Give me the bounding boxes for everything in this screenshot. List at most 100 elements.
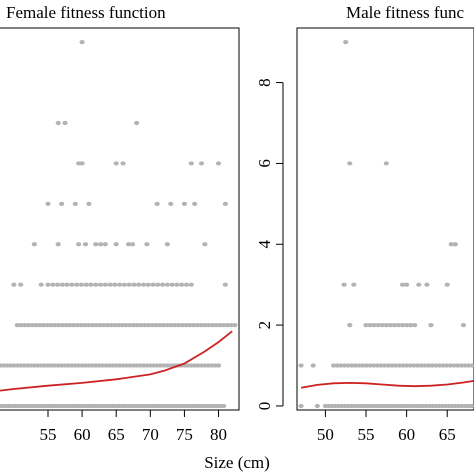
data-point [424,282,430,287]
data-point [379,323,385,328]
panel-title: Female fitness function [6,3,166,22]
data-point [198,161,205,166]
data-point [153,323,159,328]
data-point [399,323,406,328]
data-point [444,363,450,368]
data-point [150,282,156,287]
data-point [18,282,24,287]
data-point [408,323,414,328]
data-point [59,201,65,206]
data-point [448,242,454,247]
data-point [385,363,391,368]
data-point [404,363,410,368]
data-point [172,323,178,328]
data-point [215,161,222,166]
plot-marks [298,40,474,409]
data-point [179,282,185,287]
data-point [102,282,108,287]
data-point [62,120,68,126]
data-point [126,282,132,287]
data-point [117,282,123,287]
data-point [179,323,185,328]
data-point [382,363,388,368]
data-point [93,323,99,328]
data-point [69,282,75,287]
x-tick-label: 65 [439,425,456,444]
data-point [45,282,51,287]
data-point [345,363,351,368]
data-point [341,363,348,368]
data-point [119,323,125,328]
data-point [447,363,454,368]
data-point [391,323,398,328]
data-point [97,323,103,328]
data-point [134,323,140,328]
data-point [168,201,174,206]
x-tick-label: 70 [142,425,159,444]
data-point [123,323,129,328]
data-point [59,323,65,328]
data-point [367,323,373,328]
data-point [37,323,43,328]
data-point [161,323,167,328]
data-point [343,40,349,45]
x-tick-label: 65 [108,425,125,444]
data-point [48,323,54,328]
data-point [440,363,446,368]
data-point [100,323,107,328]
data-point [221,323,227,328]
data-point [347,323,353,328]
data-point [347,161,353,166]
data-point [334,363,340,368]
data-point [222,201,228,206]
data-point [194,323,200,328]
data-point [425,363,432,368]
data-point [31,242,37,247]
data-point [458,363,465,368]
data-point [198,323,204,328]
data-point [181,201,188,206]
data-point [433,363,439,368]
data-point [341,282,347,287]
data-point [11,282,17,287]
data-point [97,282,104,287]
data-point [121,282,127,287]
data-point [64,282,70,287]
data-point [52,323,58,328]
data-point [54,282,61,287]
data-point [469,363,474,368]
data-point [298,403,304,409]
data-point [416,282,422,287]
data-point [224,323,231,328]
data-point [93,282,99,287]
data-point [221,403,227,409]
data-point [67,323,73,328]
data-point [169,282,175,287]
data-point [59,282,65,287]
x-tick-label: 60 [398,425,415,444]
data-point [455,363,461,368]
x-tick-label: 80 [210,425,227,444]
data-point [112,282,118,287]
data-point [183,323,189,328]
data-point [414,363,421,368]
data-point [136,282,142,287]
data-point [83,282,89,287]
female-fitness-panel: Female fitness function 55 60 65 70 75 80 [0,3,240,444]
data-point [29,323,35,328]
data-point [407,363,413,368]
data-point [298,363,304,368]
data-point [367,363,373,368]
data-point [400,363,406,368]
data-point [89,323,95,328]
data-point [215,363,222,368]
y-tick-label: 4 [255,240,274,249]
data-point [393,363,399,368]
data-point [387,323,393,328]
data-point [389,363,395,368]
data-point [113,242,119,247]
data-point [188,161,194,166]
data-point [108,323,114,328]
data-point [125,242,132,247]
data-point [374,363,380,368]
